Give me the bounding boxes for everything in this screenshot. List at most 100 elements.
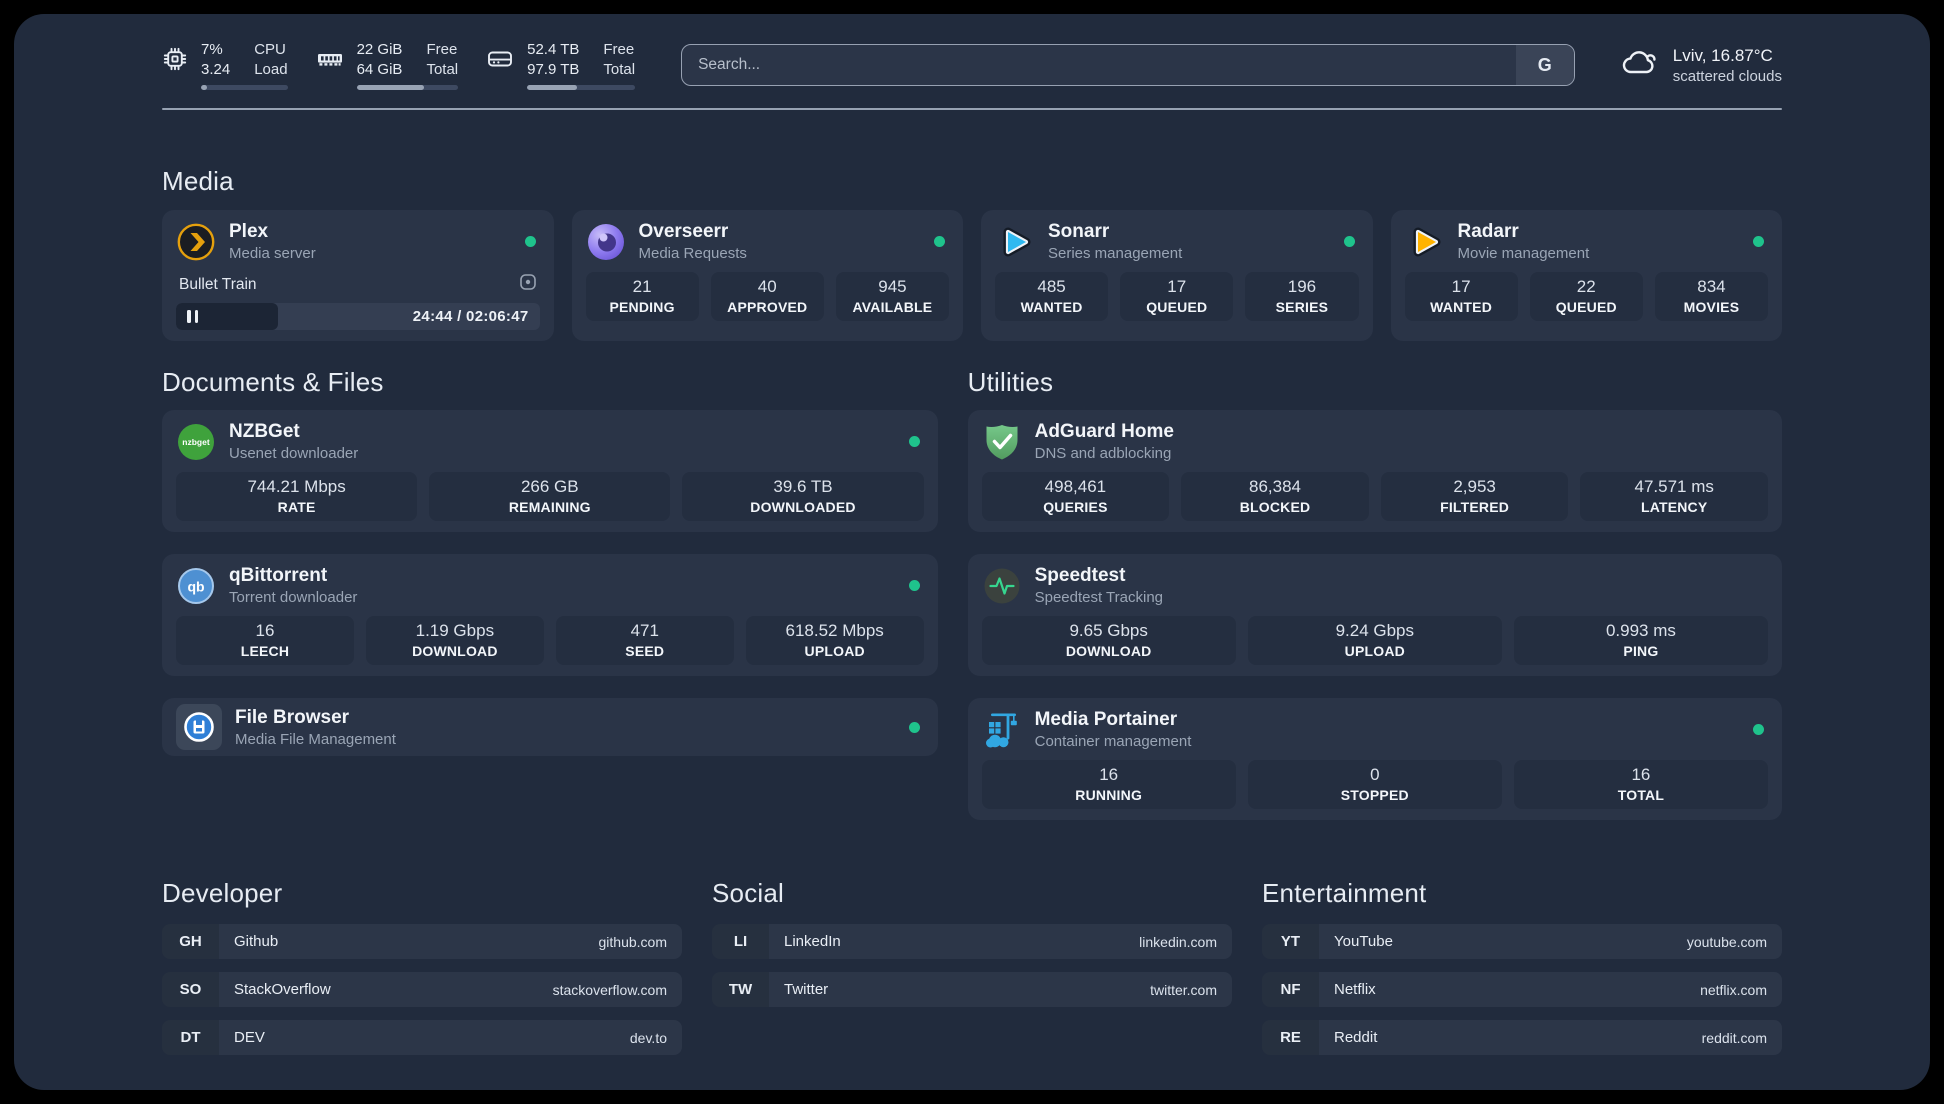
playback-progress-bar[interactable]: 24:44 / 02:06:47 — [176, 303, 540, 330]
entertainment-links: Entertainment YT YouTube youtube.com NF … — [1262, 878, 1782, 1068]
disk-stat-widget: 52.4 TB 97.9 TB Free Total — [486, 40, 636, 90]
radarr-icon — [1405, 222, 1445, 262]
session-icon[interactable] — [519, 273, 537, 296]
now-playing-title: Bullet Train — [179, 275, 257, 293]
stat-label: UPLOAD — [1344, 643, 1405, 659]
app-card-qbittorrent[interactable]: qb qBittorrent Torrent downloader 16 LEE… — [162, 554, 938, 676]
stat-value: 744.21 Mbps — [247, 477, 346, 496]
stat-label: DOWNLOAD — [1065, 643, 1152, 659]
link-row-twitter[interactable]: TW Twitter twitter.com — [712, 972, 1232, 1007]
plex-icon — [176, 222, 216, 262]
link-row-dev[interactable]: DT DEV dev.to — [162, 1020, 682, 1055]
speedtest-icon — [982, 566, 1022, 606]
app-card-nzbget[interactable]: nzbget NZBGet Usenet downloader 744.21 M… — [162, 410, 938, 532]
app-card-overseerr[interactable]: Overseerr Media Requests 21 PENDING 40 A… — [571, 210, 963, 341]
stat-label: TOTAL — [1617, 787, 1665, 803]
stat-label: WANTED — [1430, 299, 1493, 315]
link-abbr: LI — [712, 924, 769, 959]
stat-value: 266 GB — [520, 477, 579, 496]
app-title: File Browser — [235, 706, 350, 728]
link-url: linkedin.com — [1139, 933, 1217, 950]
link-label: DEV — [234, 1029, 265, 1046]
app-card-filebrowser[interactable]: File Browser Media File Management — [162, 698, 938, 756]
stat-tile: 485 WANTED — [995, 272, 1109, 321]
app-title: NZBGet — [229, 421, 300, 442]
app-title: Speedtest — [1034, 565, 1126, 586]
link-url: stackoverflow.com — [552, 981, 667, 998]
svg-text:nzbget: nzbget — [182, 437, 210, 447]
status-dot — [1343, 236, 1355, 247]
stat-value: 17 — [1451, 277, 1471, 296]
stat-label: DOWNLOADED — [750, 499, 856, 515]
app-card-portainer[interactable]: Media Portainer Container management 16 … — [967, 698, 1782, 820]
app-subtitle: Media Requests — [638, 245, 747, 262]
link-label: YouTube — [1334, 933, 1393, 950]
stat-label: DOWNLOAD — [412, 643, 498, 659]
app-card-sonarr[interactable]: Sonarr Series management 485 WANTED 17 Q… — [981, 210, 1373, 341]
link-url: github.com — [598, 933, 667, 950]
search-input[interactable] — [682, 45, 1516, 85]
stat-tile: 2,953 FILTERED — [1380, 472, 1569, 521]
stat-value: 16 — [255, 621, 275, 640]
link-abbr: SO — [162, 972, 219, 1007]
link-row-youtube[interactable]: YT YouTube youtube.com — [1262, 924, 1782, 959]
pause-icon[interactable] — [187, 310, 198, 323]
status-dot — [1753, 724, 1764, 735]
link-row-linkedin[interactable]: LI LinkedIn linkedin.com — [712, 924, 1232, 959]
link-url: reddit.com — [1701, 1029, 1767, 1046]
cpu-load-value: 3.24 — [201, 60, 231, 78]
app-card-adguard[interactable]: AdGuard Home DNS and adblocking 498,461 … — [967, 410, 1782, 532]
stat-label: SEED — [625, 643, 665, 659]
section-title-developer: Developer — [162, 878, 283, 908]
stat-value: 471 — [630, 621, 659, 640]
stat-value: 0 — [1370, 765, 1380, 784]
search-engine-button[interactable]: G — [1515, 45, 1574, 85]
stat-label: RUNNING — [1075, 787, 1143, 803]
app-card-radarr[interactable]: Radarr Movie management 17 WANTED 22 QUE… — [1390, 210, 1782, 341]
disk-total-value: 97.9 TB — [527, 60, 580, 78]
app-subtitle: Usenet downloader — [229, 445, 359, 462]
stat-tile: 196 SERIES — [1245, 272, 1359, 321]
section-title-social: Social — [712, 878, 785, 908]
link-abbr: TW — [712, 972, 769, 1007]
sonarr-icon — [995, 222, 1035, 262]
stat-tile: 9.24 Gbps UPLOAD — [1247, 616, 1502, 665]
stat-tile: 0 STOPPED — [1247, 760, 1502, 809]
link-label: LinkedIn — [784, 933, 841, 950]
app-title: qBittorrent — [229, 565, 328, 586]
app-card-speedtest[interactable]: Speedtest Speedtest Tracking 9.65 Gbps D… — [967, 554, 1782, 676]
stat-tile: 744.21 Mbps RATE — [176, 472, 418, 521]
app-card-plex[interactable]: Plex Media server Bullet Train — [162, 210, 554, 341]
section-title-entertainment: Entertainment — [1262, 878, 1427, 908]
app-subtitle: Speedtest Tracking — [1034, 589, 1164, 606]
stat-tile: 39.6 TB DOWNLOADED — [682, 472, 924, 521]
stat-tile: 618.52 Mbps UPLOAD — [745, 616, 924, 665]
stat-tile: 17 WANTED — [1404, 272, 1518, 321]
stat-tile: 945 AVAILABLE — [835, 272, 950, 321]
ram-total-value: 64 GiB — [356, 60, 403, 78]
stat-tile: 21 PENDING — [585, 272, 699, 321]
cpu-usage-value: 7% — [201, 41, 223, 58]
stat-tile: 16 RUNNING — [981, 760, 1236, 809]
link-row-netflix[interactable]: NF Netflix netflix.com — [1262, 972, 1782, 1007]
stat-label: APPROVED — [727, 299, 808, 315]
app-subtitle: Container management — [1034, 733, 1192, 750]
stat-value: 40 — [757, 277, 777, 296]
status-dot — [908, 721, 920, 733]
svg-text:qb: qb — [187, 578, 204, 594]
app-title: Sonarr — [1048, 221, 1110, 242]
stat-tile: 0.993 ms PING — [1513, 616, 1768, 665]
link-url: dev.to — [629, 1029, 667, 1046]
disk-progress-bar — [527, 85, 636, 90]
dashboard-panel: 7% 3.24 CPU Load — [14, 14, 1930, 1090]
link-row-reddit[interactable]: RE Reddit reddit.com — [1262, 1020, 1782, 1055]
ram-free-value: 22 GiB — [356, 41, 403, 58]
link-row-stackoverflow[interactable]: SO StackOverflow stackoverflow.com — [162, 972, 682, 1007]
link-row-github[interactable]: GH Github github.com — [162, 924, 682, 959]
ram-progress-bar — [356, 85, 459, 90]
stat-tile: 471 SEED — [555, 616, 734, 665]
stat-tile: 17 QUEUED — [1120, 272, 1234, 321]
stat-value: 9.24 Gbps — [1335, 621, 1415, 640]
nzbget-icon: nzbget — [176, 422, 216, 462]
app-title: Media Portainer — [1034, 709, 1178, 730]
